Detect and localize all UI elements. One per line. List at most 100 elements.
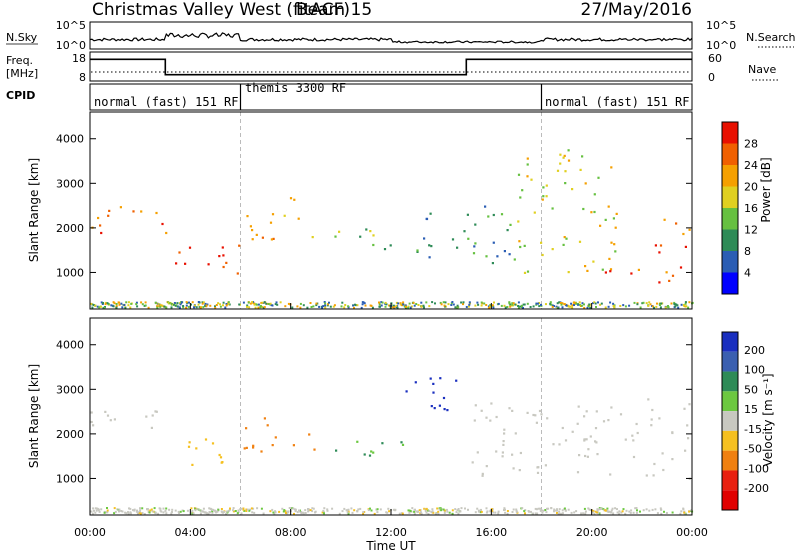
ground-scatter-cell [405,305,407,308]
ground-scatter-cell [176,302,179,305]
ground-scatter-cell [469,302,471,305]
ground-scatter-cell [357,508,360,511]
colorbar-frame [721,121,739,295]
ground-scatter-cell [106,511,109,514]
scatter-cell [567,159,571,162]
scatter-cell [508,407,511,410]
ground-scatter-cell [279,301,282,304]
ground-scatter-cell [246,304,249,307]
ground-scatter-cell [154,301,157,304]
ground-scatter-cell [680,510,683,513]
ground-scatter-cell [346,511,349,514]
date-label: 27/May/2016 [581,0,693,20]
colorbar-swatch [722,490,738,510]
ground-scatter-cell [410,305,413,308]
ground-scatter-cell [229,507,231,510]
ground-scatter-cell [447,303,450,306]
ground-scatter-cell [143,513,146,515]
ground-scatter-cell [587,507,590,510]
ground-scatter-cell [561,509,564,512]
colorbar-swatch [722,208,738,230]
ground-scatter-cell [217,508,220,511]
ground-scatter-cell [580,512,583,515]
ground-scatter-cell [205,304,208,307]
scatter-cell [251,238,254,241]
scatter-cell [243,447,246,450]
ground-scatter-cell [616,511,619,514]
ground-scatter-cell [201,301,204,304]
ground-scatter-cell [238,303,241,306]
ground-scatter-cell [540,303,542,306]
ground-scatter-cell [181,509,184,512]
ground-scatter-cell [118,510,120,513]
ground-scatter-cell [534,512,537,515]
ground-scatter-cell [300,511,303,513]
ground-scatter-cell [409,306,412,309]
ground-scatter-cell [214,306,217,309]
ground-scatter-cell [511,511,514,513]
colorbar-tick: 15 [744,403,758,416]
ground-scatter-cell [322,509,325,512]
ground-scatter-cell [359,507,362,510]
ground-scatter-cell [628,510,631,513]
ground-scatter-cell [281,507,284,510]
ground-scatter-cell [602,508,605,511]
ground-scatter-cell [141,303,144,306]
ground-scatter-cell [506,512,509,515]
ground-scatter-cell [629,511,632,514]
ground-scatter-cell [656,512,659,515]
ground-scatter-cell [261,301,264,304]
ground-scatter-cell [622,304,625,307]
ground-scatter-cell [427,513,430,515]
ground-scatter-cell [624,305,627,308]
ground-scatter-cell [439,301,442,304]
scatter-cell [584,265,587,268]
ground-scatter-cell [237,509,240,512]
ground-scatter-cell [251,511,254,514]
scatter-cell [501,451,504,454]
ground-scatter-cell [387,507,390,510]
scatter-cell [442,396,446,400]
ground-scatter-cell [445,508,448,511]
ground-scatter-cell [493,301,495,304]
ground-scatter-cell [492,511,495,514]
ground-scatter-cell [154,511,157,514]
ground-scatter-cell [263,306,266,309]
ground-scatter-cell [688,510,691,513]
ground-scatter-cell [219,305,222,308]
ground-scatter-cell [245,508,248,511]
ground-scatter-cell [309,302,312,304]
scatter-cell [100,231,103,235]
ground-scatter-cell [583,306,586,309]
ground-scatter-cell [104,303,107,306]
ground-scatter-cell [232,510,235,513]
ground-scatter-cell [185,301,188,304]
ground-scatter-cell [401,304,404,307]
ground-scatter-cell [408,302,411,305]
ground-scatter-cell [199,306,202,309]
ground-scatter-cell [324,306,327,309]
ground-scatter-cell [664,306,667,309]
ground-scatter-cell [113,302,116,305]
ground-scatter-cell [558,510,561,513]
ground-scatter-cell [620,511,623,514]
scatter-cell [526,157,529,160]
ground-scatter-cell [452,303,455,306]
ground-scatter-cell [440,509,443,512]
scatter-cell [632,455,636,459]
ground-scatter-cell [103,306,106,309]
scatter-cell [500,213,504,216]
ground-scatter-cell [115,306,118,309]
ground-scatter-cell [354,304,357,307]
scatter-cell [532,413,535,417]
ground-scatter-cell [431,301,434,304]
ground-scatter-cell [550,303,553,306]
ground-scatter-cell [288,507,291,509]
scatter-cell [297,217,300,220]
ground-scatter-cell [423,306,425,309]
scatter-cell [236,272,239,275]
ground-scatter-cell [228,509,231,512]
ground-scatter-cell [343,507,346,510]
ground-scatter-cell [477,303,480,306]
scatter-cell [471,461,474,464]
